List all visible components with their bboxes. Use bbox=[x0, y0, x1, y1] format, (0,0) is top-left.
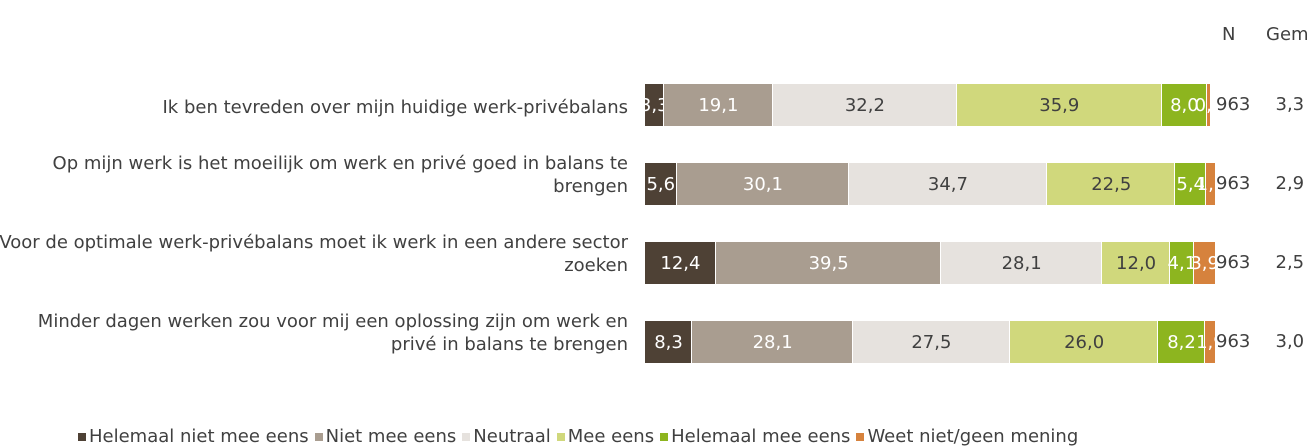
value-label: 8,2 bbox=[1167, 332, 1196, 353]
legend-swatch bbox=[556, 432, 565, 441]
bar-segment bbox=[676, 163, 848, 205]
legend-label: Weet niet/geen mening bbox=[867, 426, 1079, 446]
value-label: 8,3 bbox=[654, 332, 683, 353]
bar-segment bbox=[645, 321, 692, 363]
gem-header: Gem bbox=[1266, 24, 1309, 45]
legend-label: Niet mee eens bbox=[325, 426, 457, 446]
value-label: 28,1 bbox=[1001, 253, 1042, 274]
legend-swatch bbox=[78, 432, 86, 441]
value-label: 12,0 bbox=[1116, 253, 1157, 274]
bar-segment bbox=[1175, 163, 1206, 205]
legend-item: Mee eens bbox=[556, 426, 655, 446]
bar-segment bbox=[1009, 321, 1158, 363]
bar-segment bbox=[848, 163, 1046, 205]
legend-item: Niet mee eens bbox=[314, 426, 457, 446]
n-value: 963 bbox=[1216, 252, 1251, 273]
legend: Helemaal niet mee eens Niet mee eens Neutr… bbox=[78, 426, 1078, 446]
bar-segment bbox=[941, 242, 1101, 284]
value-label: 19,1 bbox=[698, 95, 739, 116]
bar-segment bbox=[1046, 163, 1175, 205]
bar-segment bbox=[956, 84, 1161, 126]
value-label: 1,7 bbox=[1196, 174, 1226, 195]
category-label: Ik ben tevreden over mijn huidige werk-p… bbox=[162, 97, 628, 118]
bar-segment bbox=[1161, 84, 1207, 126]
legend-item: Neutraal bbox=[462, 426, 551, 446]
value-label: 27,5 bbox=[911, 332, 952, 353]
n-header: N bbox=[1222, 24, 1236, 45]
value-label: 30,1 bbox=[742, 174, 783, 195]
category-label: Minder dagen werken zou voor mij een opl… bbox=[37, 311, 628, 355]
gem-value: 3,3 bbox=[1275, 94, 1305, 115]
value-label: 32,2 bbox=[844, 95, 885, 116]
bar-segment bbox=[645, 242, 715, 284]
legend-swatch bbox=[314, 432, 323, 441]
value-label: 0,6 bbox=[1194, 95, 1224, 116]
category-label: Voor de optimale werk-privébalans moet i… bbox=[0, 232, 628, 276]
bar-segment bbox=[1206, 163, 1215, 205]
bar-segment bbox=[1158, 321, 1205, 363]
legend-label: Neutraal bbox=[473, 426, 551, 446]
value-label: 35,9 bbox=[1039, 95, 1080, 116]
bar-segment bbox=[645, 84, 663, 126]
bar-segment bbox=[715, 242, 941, 284]
value-label: 12,4 bbox=[660, 253, 701, 274]
value-label: 3,3 bbox=[639, 95, 669, 116]
value-label: 39,5 bbox=[808, 253, 849, 274]
bar-segment bbox=[1193, 242, 1215, 284]
gem-value: 2,9 bbox=[1275, 173, 1305, 194]
value-label: 5,6 bbox=[646, 174, 676, 195]
value-label: 34,7 bbox=[927, 174, 968, 195]
n-value: 963 bbox=[1216, 94, 1251, 115]
value-label: 5,4 bbox=[1176, 174, 1206, 195]
gem-value: 2,5 bbox=[1275, 252, 1305, 273]
bar-segment bbox=[663, 84, 772, 126]
bar-segment bbox=[1207, 84, 1210, 126]
legend-item: Helemaal mee eens bbox=[660, 426, 850, 446]
legend-swatch bbox=[660, 432, 669, 441]
bar-segment bbox=[692, 321, 852, 363]
legend-swatch bbox=[856, 432, 865, 441]
value-label: 4,1 bbox=[1167, 253, 1197, 274]
bar-segment bbox=[772, 84, 956, 126]
bar-segment bbox=[1101, 242, 1170, 284]
value-label: 3,9 bbox=[1190, 253, 1219, 274]
n-value: 963 bbox=[1216, 331, 1251, 352]
legend-item: Weet niet/geen mening bbox=[856, 426, 1078, 446]
bar-segment bbox=[645, 163, 676, 205]
bar-segment bbox=[852, 321, 1009, 363]
gem-value: 3,0 bbox=[1275, 331, 1305, 352]
bar-segment bbox=[1170, 242, 1193, 284]
legend-swatch bbox=[462, 432, 471, 441]
legend-label: Helemaal mee eens bbox=[671, 426, 851, 446]
value-label: 1,9 bbox=[1196, 332, 1225, 353]
bar-segment bbox=[1205, 321, 1215, 363]
n-value: 963 bbox=[1216, 173, 1251, 194]
value-label: 26,0 bbox=[1064, 332, 1105, 353]
legend-label: Helemaal niet mee eens bbox=[89, 426, 309, 446]
legend-label: Mee eens bbox=[567, 426, 655, 446]
legend-item: Helemaal niet mee eens bbox=[78, 426, 309, 446]
value-label: 28,1 bbox=[752, 332, 793, 353]
value-label: 8,0 bbox=[1170, 95, 1199, 116]
value-label: 22,5 bbox=[1091, 174, 1132, 195]
category-label: Op mijn werk is het moeilijk om werk en … bbox=[52, 153, 628, 197]
